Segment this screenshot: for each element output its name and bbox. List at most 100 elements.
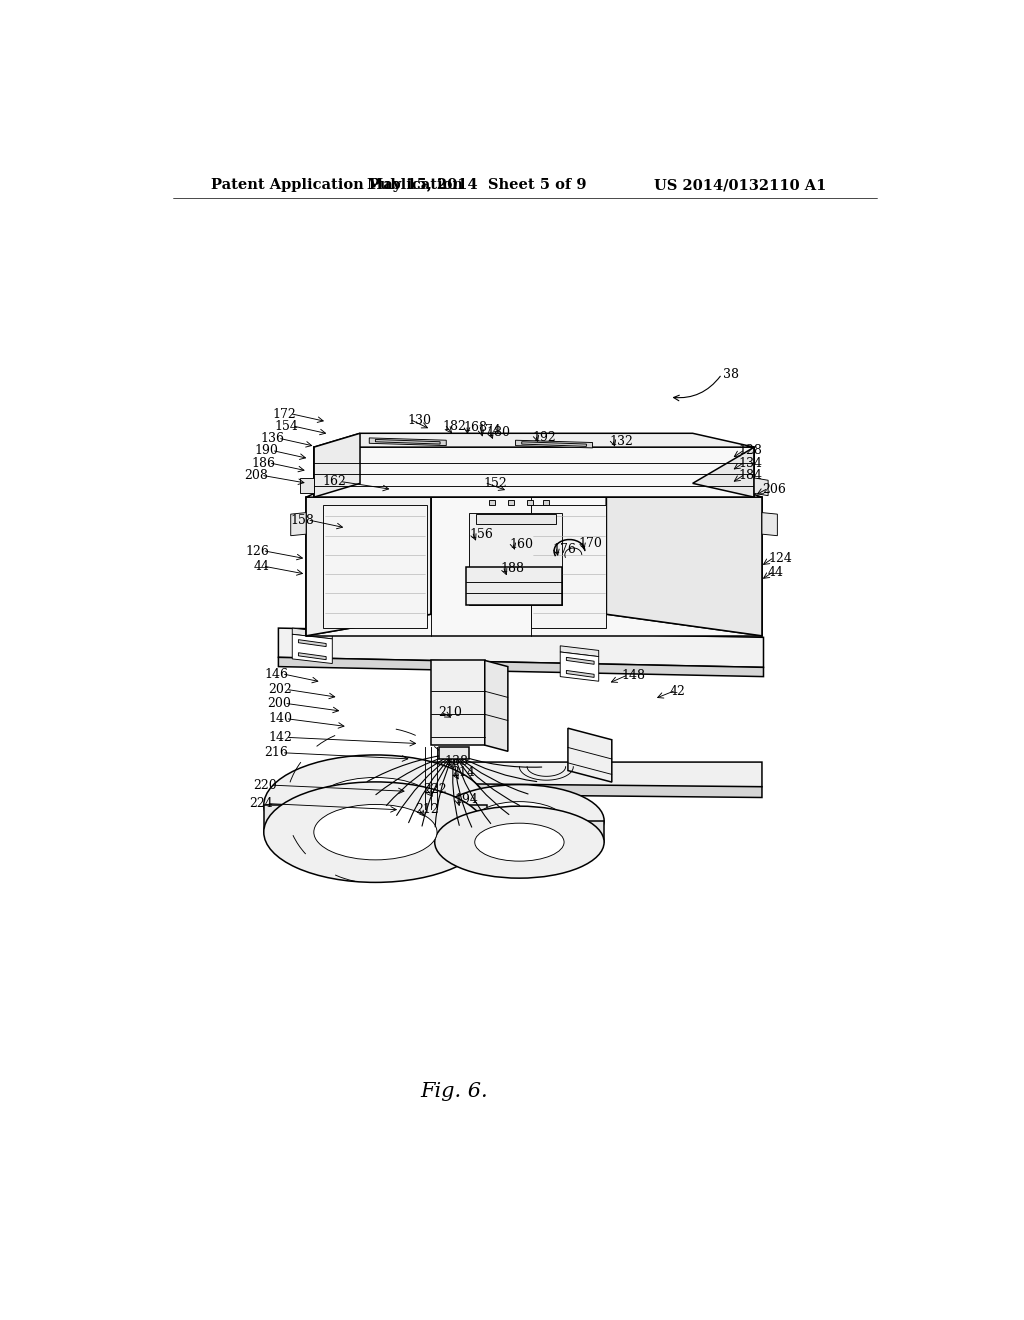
Text: 180: 180 [486, 426, 510, 440]
Ellipse shape [435, 807, 604, 878]
Ellipse shape [475, 801, 564, 840]
Text: 138: 138 [444, 755, 469, 768]
Text: 124: 124 [768, 552, 792, 565]
Text: 158: 158 [290, 513, 313, 527]
Polygon shape [306, 475, 431, 636]
Polygon shape [515, 441, 593, 447]
Polygon shape [306, 498, 762, 636]
Text: 200: 200 [267, 697, 291, 710]
Text: 128: 128 [739, 445, 763, 458]
Polygon shape [279, 657, 764, 677]
Text: 224: 224 [249, 797, 273, 810]
Text: 182: 182 [442, 420, 466, 433]
Polygon shape [568, 729, 611, 781]
Polygon shape [435, 821, 604, 842]
Text: US 2014/0132110 A1: US 2014/0132110 A1 [654, 178, 826, 193]
Text: 142: 142 [268, 731, 292, 744]
Polygon shape [370, 438, 446, 446]
Text: 186: 186 [251, 457, 275, 470]
Text: 146: 146 [264, 668, 289, 681]
Text: 172: 172 [272, 408, 296, 421]
Text: 202: 202 [268, 684, 292, 696]
Text: 154: 154 [274, 420, 298, 433]
Polygon shape [606, 475, 762, 636]
Text: 132: 132 [609, 436, 634, 449]
Polygon shape [488, 499, 495, 506]
Polygon shape [566, 671, 594, 677]
Text: 168: 168 [463, 421, 487, 434]
Text: 222: 222 [423, 783, 446, 796]
Text: 126: 126 [246, 545, 269, 557]
Text: 152: 152 [483, 477, 507, 490]
Ellipse shape [264, 755, 487, 855]
Polygon shape [306, 475, 762, 498]
Polygon shape [475, 515, 556, 524]
Polygon shape [300, 478, 313, 494]
Polygon shape [508, 499, 514, 506]
Text: 220: 220 [253, 779, 276, 792]
Text: 160: 160 [509, 539, 534, 552]
Text: 214: 214 [451, 767, 475, 779]
Polygon shape [560, 645, 599, 656]
Polygon shape [469, 512, 562, 605]
Polygon shape [755, 478, 768, 496]
Polygon shape [376, 440, 440, 444]
Text: May 15, 2014  Sheet 5 of 9: May 15, 2014 Sheet 5 of 9 [368, 178, 587, 193]
Text: 170: 170 [579, 537, 602, 550]
Text: 184: 184 [739, 469, 763, 482]
Text: 194: 194 [454, 793, 478, 807]
Text: 174: 174 [477, 424, 501, 437]
Text: 136: 136 [260, 432, 285, 445]
Text: 44: 44 [768, 566, 784, 579]
Polygon shape [531, 506, 606, 628]
Polygon shape [298, 653, 326, 660]
Polygon shape [285, 781, 762, 797]
Text: 190: 190 [255, 445, 279, 458]
Text: 44: 44 [253, 560, 269, 573]
Ellipse shape [313, 777, 437, 833]
Text: 206: 206 [762, 483, 785, 496]
Text: 156: 156 [469, 528, 494, 541]
Text: 176: 176 [553, 543, 577, 556]
Text: 38: 38 [724, 367, 739, 380]
Polygon shape [527, 499, 534, 506]
Polygon shape [431, 660, 484, 744]
Polygon shape [323, 506, 427, 628]
Polygon shape [438, 747, 469, 759]
Text: 162: 162 [323, 475, 346, 488]
Ellipse shape [475, 824, 564, 861]
Polygon shape [762, 512, 777, 536]
Text: 208: 208 [244, 469, 267, 482]
Polygon shape [292, 628, 333, 639]
Polygon shape [606, 475, 762, 636]
Text: 130: 130 [408, 413, 432, 426]
Polygon shape [313, 433, 360, 498]
Ellipse shape [313, 804, 437, 859]
Polygon shape [292, 635, 333, 664]
Polygon shape [298, 640, 326, 647]
Text: Patent Application Publication: Patent Application Publication [211, 178, 464, 193]
Ellipse shape [264, 781, 487, 882]
Ellipse shape [435, 784, 604, 857]
Polygon shape [313, 433, 755, 447]
Polygon shape [466, 566, 562, 605]
Text: 212: 212 [416, 804, 439, 816]
Text: 216: 216 [264, 746, 289, 759]
Polygon shape [692, 447, 755, 498]
Polygon shape [566, 657, 594, 664]
Polygon shape [313, 447, 755, 498]
Polygon shape [264, 805, 487, 832]
Text: 188: 188 [500, 562, 524, 576]
Text: Fig. 6.: Fig. 6. [420, 1082, 487, 1101]
Polygon shape [306, 475, 431, 636]
Polygon shape [521, 442, 587, 446]
Text: 134: 134 [739, 457, 763, 470]
Polygon shape [560, 652, 599, 681]
Text: 210: 210 [438, 706, 463, 719]
Polygon shape [484, 660, 508, 751]
Text: 192: 192 [532, 430, 556, 444]
Polygon shape [285, 762, 762, 787]
Polygon shape [291, 512, 306, 536]
Polygon shape [279, 628, 764, 668]
Text: 42: 42 [670, 685, 685, 698]
